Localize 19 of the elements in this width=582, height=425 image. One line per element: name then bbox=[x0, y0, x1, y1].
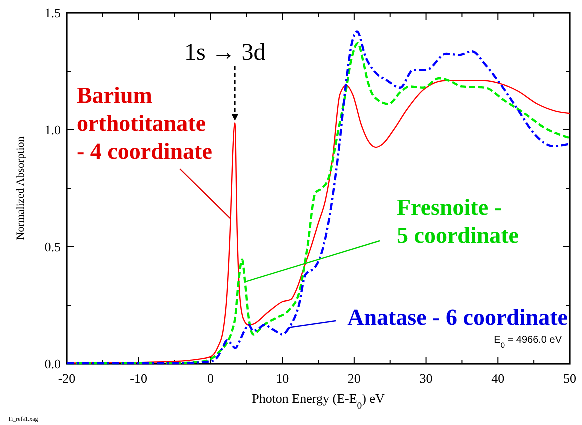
annotation: 1s → 3d bbox=[184, 40, 266, 66]
x-tick-label: 10 bbox=[276, 371, 290, 386]
x-tick-label: 50 bbox=[564, 371, 576, 386]
annotation: E$_{0}$ = 4966.0 eV bbox=[494, 335, 562, 350]
y-tick-label: 1.0 bbox=[44, 122, 61, 138]
x-tick-label: 20 bbox=[348, 371, 361, 386]
y-tick-label: 0.5 bbox=[44, 240, 61, 255]
x-axis-title: Photon Energy (E-E$_{0}$) eV bbox=[252, 391, 386, 412]
text: Fresnoite - 5 coordinate bbox=[397, 195, 520, 248]
series-label: Barium orthotitanate - 4 coordinate bbox=[77, 83, 212, 164]
x-tick-label: 0 bbox=[207, 371, 214, 386]
x-tick-label: 40 bbox=[492, 371, 505, 386]
x-tick-label: -20 bbox=[58, 371, 76, 386]
y-axis-title: Normalized Absorption bbox=[15, 136, 27, 240]
x-tick-label: 30 bbox=[420, 371, 433, 386]
x-tick-label: -10 bbox=[130, 371, 148, 386]
y-tick-label: 0.0 bbox=[44, 356, 61, 372]
text: Anatase - 6 coordinate bbox=[348, 305, 568, 330]
y-tick-label: 1.5 bbox=[44, 6, 61, 21]
